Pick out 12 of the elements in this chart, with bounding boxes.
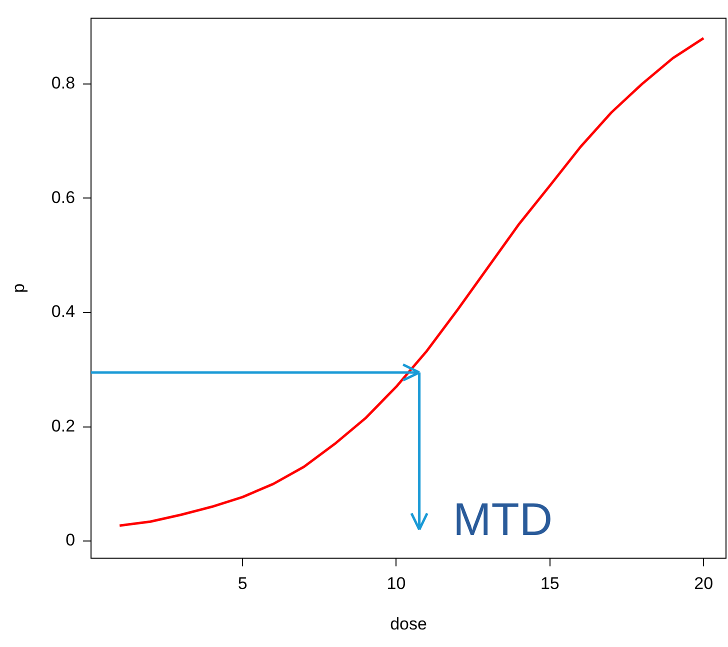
y-tick-label: 0.6 — [51, 188, 76, 207]
y-axis-title: p — [8, 283, 28, 293]
x-tick-label: 5 — [238, 574, 248, 594]
x-tick-label: 15 — [540, 574, 560, 594]
y-tick-label: 0.4 — [51, 302, 76, 322]
y-tick-label: 0 — [66, 530, 76, 550]
annotation: MTD — [452, 492, 553, 546]
x-tick-label: 10 — [386, 574, 406, 594]
x-tick-label: 20 — [694, 574, 714, 594]
y-tick-label: 0.8 — [51, 74, 76, 93]
y-tick-label: 0.2 — [51, 416, 76, 436]
x-axis-title: dose — [390, 614, 427, 634]
